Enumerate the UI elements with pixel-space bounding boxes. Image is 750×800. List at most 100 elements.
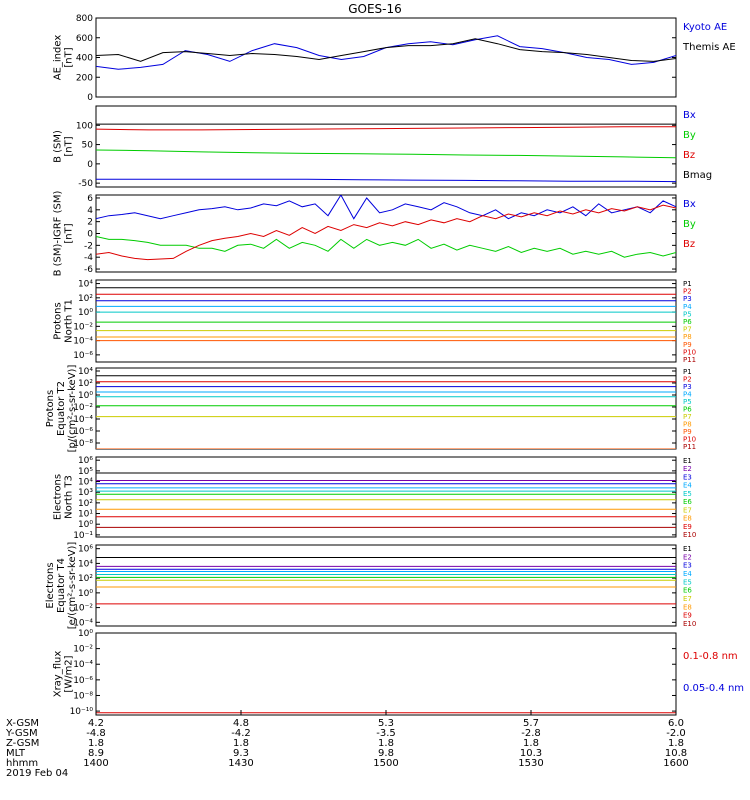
- legend-entry: P3: [683, 383, 692, 391]
- y-tick-label: 10⁴: [78, 280, 93, 290]
- y-tick-label: 10⁻⁴: [73, 415, 93, 425]
- y-axis-label: Equator T2: [56, 381, 67, 436]
- series-group: [96, 375, 676, 449]
- y-tick-label: 10⁻⁴: [73, 660, 93, 670]
- y-tick-label: 10⁻⁴: [73, 618, 93, 628]
- legend-entry: E6: [683, 498, 692, 506]
- x-axis-value: 1.8: [88, 738, 104, 749]
- panel-frame: [95, 367, 677, 450]
- y-axis-label: North T1: [64, 299, 75, 343]
- series-line-by: [96, 149, 676, 159]
- y-tick-label: 0: [87, 93, 93, 103]
- x-axis-value: 10.8: [665, 748, 687, 759]
- legend-entry: P10: [683, 436, 696, 444]
- y-axis-label: Protons: [53, 302, 64, 339]
- y-tick-label: 10⁻¹⁰: [70, 707, 94, 717]
- legend-entry: E8: [683, 515, 692, 523]
- legend-entry: Bx: [683, 199, 696, 210]
- legend-entry: P4: [683, 303, 692, 311]
- series-group: [96, 472, 676, 528]
- legend-entry: Bx: [683, 110, 696, 121]
- y-tick-label: 10⁻²: [73, 645, 93, 655]
- panel-frame: [95, 194, 677, 273]
- y-tick-label: 10²: [78, 379, 93, 389]
- y-tick-label: 10⁻⁶: [73, 676, 93, 686]
- legend-entry: P1: [683, 368, 692, 376]
- x-axis-value: 1.8: [233, 738, 249, 749]
- series-group: [96, 35, 676, 70]
- legend-entry: Themis AE: [682, 42, 736, 53]
- panel-5: 10⁻⁸ 10⁻⁶ 10⁻⁴ 10⁻² 10⁰ 10² 10⁴ Protons Equator …: [45, 365, 696, 453]
- legend-entry: E3: [683, 562, 692, 570]
- x-axis-value: 10.3: [520, 748, 542, 759]
- x-axis-value: 1.8: [668, 738, 684, 749]
- legend-entry: E2: [683, 553, 692, 561]
- plot-title: GOES-16: [348, 2, 402, 16]
- x-axis-row-label: 2019 Feb 04: [6, 768, 68, 779]
- x-axis-value: -2.8: [521, 728, 541, 739]
- y-axis-label: Electrons: [45, 562, 56, 608]
- legend-entry: By: [683, 130, 696, 141]
- y-tick-label: 10⁶: [78, 545, 93, 555]
- legend-entry: Kyoto AE: [683, 22, 727, 33]
- legend-entry: E4: [683, 570, 692, 578]
- series-line-kyoto-ae: [96, 35, 676, 70]
- y-tick-label: 10⁶: [78, 456, 93, 466]
- y-tick-label: 10⁻²: [73, 403, 93, 413]
- y-tick-label: 100: [76, 121, 93, 131]
- legend-entry: 0.1-0.8 nm: [683, 651, 738, 662]
- y-tick-label: 10⁻⁴: [73, 337, 93, 347]
- x-axis-value: 5.3: [378, 718, 394, 729]
- panel-frame: [95, 279, 677, 363]
- y-tick-label: 0: [87, 230, 93, 240]
- legend-entry: P7: [683, 326, 692, 334]
- y-axis-label: Xray_flux: [53, 651, 64, 698]
- legend-entry: P9: [683, 341, 692, 349]
- series-line-themis-ae: [96, 38, 676, 62]
- legend-entry: E9: [683, 612, 692, 620]
- y-axis-label: [nT]: [64, 136, 75, 156]
- y-axis-label: Electrons: [53, 474, 64, 520]
- y-tick-label: 6: [87, 194, 93, 204]
- legend-entry: E4: [683, 482, 692, 490]
- legend-entry: P11: [683, 443, 696, 451]
- y-tick-label: 10⁰: [78, 629, 93, 639]
- panel-7: 10⁻⁴ 10⁻² 10⁰ 10² 10⁴ 10⁶ Electrons Equator T4[…: [45, 542, 696, 630]
- legend-entry: P11: [683, 356, 696, 364]
- series-group: [96, 123, 676, 183]
- x-axis-value: -4.8: [86, 728, 106, 739]
- legend-entry: E5: [683, 490, 692, 498]
- x-axis-value: 4.8: [233, 718, 249, 729]
- y-axis-label: AE_index: [53, 35, 64, 81]
- panel-frame: [95, 105, 677, 188]
- y-tick-label: 10⁴: [78, 367, 93, 377]
- legend-entry: P5: [683, 398, 692, 406]
- legend-entry: E10: [683, 620, 696, 628]
- y-tick-label: 2: [87, 218, 93, 228]
- x-axis-value: 1430: [228, 758, 253, 769]
- y-axis-label: [e/(cm²-s-sr-keV)]: [67, 542, 78, 630]
- series-line-bx: [96, 195, 676, 220]
- y-tick-label: 10⁴: [78, 478, 93, 488]
- y-tick-label: 50: [82, 141, 94, 151]
- series-line-bz: [96, 126, 676, 131]
- y-tick-label: -50: [78, 179, 93, 189]
- y-tick-label: 10⁰: [78, 589, 93, 599]
- x-axis-value: 1400: [83, 758, 108, 769]
- x-axis-value: 1.8: [378, 738, 394, 749]
- legend-entry: P8: [683, 333, 692, 341]
- y-axis-label: Protons: [45, 390, 56, 427]
- x-axis-value: 8.9: [88, 748, 104, 759]
- y-tick-label: 10⁰: [78, 308, 93, 318]
- x-axis-value: -3.5: [376, 728, 396, 739]
- legend-entry: E5: [683, 578, 692, 586]
- y-tick-label: 10⁻²: [73, 322, 93, 332]
- y-tick-label: 400: [76, 54, 93, 64]
- y-tick-label: 4: [87, 206, 93, 216]
- panel-1: 0 200 400 600 800 AE_index [nT] Kyoto AE Themis …: [53, 14, 736, 103]
- series-line-by: [96, 236, 676, 258]
- x-axis-value: 9.3: [233, 748, 249, 759]
- legend-entry: P10: [683, 348, 696, 356]
- series-line-bx: [96, 178, 676, 183]
- x-axis-value: 4.2: [88, 718, 104, 729]
